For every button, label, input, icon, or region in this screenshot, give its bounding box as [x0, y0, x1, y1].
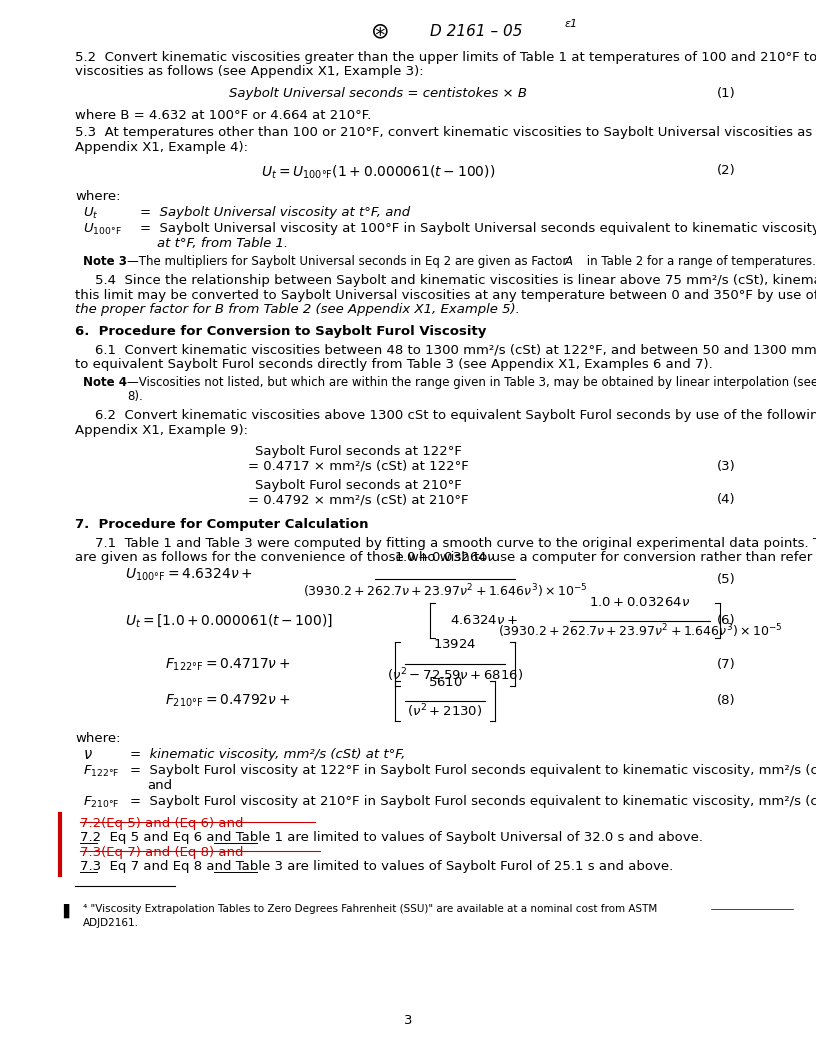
Text: in Table 2 for a range of temperatures.: in Table 2 for a range of temperatures.: [583, 256, 816, 268]
Text: Saybolt Furol seconds at 210°F: Saybolt Furol seconds at 210°F: [255, 478, 461, 492]
Text: $U_t = [1.0 + 0.000061(t - 100)]$: $U_t = [1.0 + 0.000061(t - 100)]$: [125, 612, 333, 629]
Text: Appendix X1, Example 9):: Appendix X1, Example 9):: [75, 423, 248, 436]
Text: 5.2  Convert kinematic viscosities greater than the upper limits of Table 1 at t: 5.2 Convert kinematic viscosities greate…: [75, 51, 816, 64]
Text: are given as follows for the convenience of those who wish to use a computer for: are given as follows for the convenience…: [75, 551, 816, 564]
Text: this limit may be converted to Saybolt Universal viscosities at any temperature : this limit may be converted to Saybolt U…: [75, 288, 816, 302]
Text: (6): (6): [717, 615, 736, 627]
Text: $F_{210°\mathrm{F}}$: $F_{210°\mathrm{F}}$: [83, 795, 120, 810]
Text: =  Saybolt Furol viscosity at 122°F in Saybolt Furol seconds equivalent to kinem: = Saybolt Furol viscosity at 122°F in Sa…: [130, 765, 816, 777]
Text: $4.6324\nu +$: $4.6324\nu +$: [450, 615, 518, 627]
Text: (8): (8): [717, 694, 736, 708]
Text: the proper factor for B from Table 2 (see Appendix X1, Example 5).: the proper factor for B from Table 2 (se…: [75, 303, 520, 317]
Text: Saybolt Universal seconds = centistokes × B: Saybolt Universal seconds = centistokes …: [229, 88, 527, 100]
Text: 5.4  Since the relationship between Saybolt and kinematic viscosities is linear : 5.4 Since the relationship between Saybo…: [95, 275, 816, 287]
Text: 5.3  At temperatures other than 100 or 210°F, convert kinematic viscosities to S: 5.3 At temperatures other than 100 or 21…: [75, 127, 816, 139]
Text: where:: where:: [75, 733, 121, 746]
Text: ⊛: ⊛: [370, 21, 389, 41]
Text: $F_{122°\mathrm{F}} = 0.4717\nu +$: $F_{122°\mathrm{F}} = 0.4717\nu +$: [165, 656, 290, 673]
Text: $U_t = U_{100°\mathrm{F}}(1 + 0.000061(t - 100))$: $U_t = U_{100°\mathrm{F}}(1 + 0.000061(t…: [261, 164, 495, 182]
Text: A: A: [565, 256, 573, 268]
Text: where B = 4.632 at 100°F or 4.664 at 210°F.: where B = 4.632 at 100°F or 4.664 at 210…: [75, 109, 371, 122]
Text: 6.1  Convert kinematic viscosities between 48 to 1300 mm²/s (cSt) at 122°F, and : 6.1 Convert kinematic viscosities betwee…: [95, 344, 816, 357]
Text: $1.0 + 0.03264\nu$: $1.0 + 0.03264\nu$: [589, 596, 690, 609]
Text: (7): (7): [717, 658, 736, 671]
Text: $F_{122°\mathrm{F}}$: $F_{122°\mathrm{F}}$: [83, 765, 120, 779]
Text: $U_{100°\mathrm{F}} = 4.6324\nu +$: $U_{100°\mathrm{F}} = 4.6324\nu +$: [125, 566, 253, 583]
Text: —The multipliers for Saybolt Universal seconds in Eq 2 are given as Factor: —The multipliers for Saybolt Universal s…: [127, 256, 571, 268]
Text: 7.2(Eq 5) and (Eq 6) and: 7.2(Eq 5) and (Eq 6) and: [80, 816, 243, 830]
Text: =  Saybolt Universal viscosity at 100°F in Saybolt Universal seconds equivalent : = Saybolt Universal viscosity at 100°F i…: [140, 222, 816, 235]
Text: $(\nu^2 - 72.59\nu + 6816)$: $(\nu^2 - 72.59\nu + 6816)$: [387, 666, 523, 684]
Text: 7.3  Eq 7 and Eq 8 and Table 3 are limited to values of Saybolt Furol of 25.1 s : 7.3 Eq 7 and Eq 8 and Table 3 are limite…: [80, 860, 673, 873]
Text: $1.0 + 0.03264\nu$: $1.0 + 0.03264\nu$: [394, 551, 495, 565]
Text: (2): (2): [717, 164, 736, 177]
Text: 3: 3: [404, 1015, 412, 1027]
Text: 8).: 8).: [127, 391, 143, 403]
Text: 6.2  Convert kinematic viscosities above 1300 cSt to equivalent Saybolt Furol se: 6.2 Convert kinematic viscosities above …: [95, 409, 816, 422]
Text: ε1: ε1: [565, 19, 578, 29]
Text: $(3930.2 + 262.7\nu + 23.97\nu^2 + 1.646\nu^3) \times 10^{-5}$: $(3930.2 + 262.7\nu + 23.97\nu^2 + 1.646…: [498, 623, 783, 640]
Text: Note 3: Note 3: [83, 256, 126, 268]
Text: 7.1  Table 1 and Table 3 were computed by fitting a smooth curve to the original: 7.1 Table 1 and Table 3 were computed by…: [95, 536, 816, 550]
Text: D 2161 – 05: D 2161 – 05: [430, 23, 522, 38]
Text: and: and: [147, 779, 172, 792]
Text: $5610$: $5610$: [428, 676, 463, 689]
Text: $\nu$: $\nu$: [83, 749, 93, 762]
Text: 7.3(Eq 7) and (Eq 8) and: 7.3(Eq 7) and (Eq 8) and: [80, 846, 243, 859]
Text: $F_{210°\mathrm{F}} = 0.4792\nu +$: $F_{210°\mathrm{F}} = 0.4792\nu +$: [165, 693, 290, 709]
Text: =  kinematic viscosity, mm²/s (cSt) at t°F,: = kinematic viscosity, mm²/s (cSt) at t°…: [130, 749, 406, 761]
Text: $(\nu^2 + 2130)$: $(\nu^2 + 2130)$: [407, 702, 483, 720]
Text: Saybolt Furol seconds at 122°F: Saybolt Furol seconds at 122°F: [255, 446, 461, 458]
Text: 7.2  Eq 5 and Eq 6 and Table 1 are limited to values of Saybolt Universal of 32.: 7.2 Eq 5 and Eq 6 and Table 1 are limite…: [80, 831, 703, 844]
Text: at t°F, from Table 1.: at t°F, from Table 1.: [157, 237, 288, 249]
Text: $U_t$: $U_t$: [83, 206, 99, 222]
Text: to equivalent Saybolt Furol seconds directly from Table 3 (see Appendix X1, Exam: to equivalent Saybolt Furol seconds dire…: [75, 358, 712, 372]
Text: $13924$: $13924$: [433, 638, 477, 652]
Text: Appendix X1, Example 4):: Appendix X1, Example 4):: [75, 140, 248, 154]
Text: (5): (5): [717, 573, 736, 586]
Text: Note 4: Note 4: [83, 376, 127, 389]
Text: ⁴ "Viscosity Extrapolation Tables to Zero Degrees Fahrenheit (SSU)" are availabl: ⁴ "Viscosity Extrapolation Tables to Zer…: [83, 904, 660, 913]
Text: viscosities as follows (see Appendix X1, Example 3):: viscosities as follows (see Appendix X1,…: [75, 65, 424, 78]
Text: —Viscosities not listed, but which are within the range given in Table 3, may be: —Viscosities not listed, but which are w…: [127, 376, 816, 389]
Text: $U_{100°\mathrm{F}}$: $U_{100°\mathrm{F}}$: [83, 222, 122, 238]
Text: = 0.4717 × mm²/s (cSt) at 122°F: = 0.4717 × mm²/s (cSt) at 122°F: [247, 460, 468, 473]
Text: 6.  Procedure for Conversion to Saybolt Furol Viscosity: 6. Procedure for Conversion to Saybolt F…: [75, 325, 486, 338]
Text: ▌: ▌: [63, 904, 73, 918]
Text: $(3930.2 + 262.7\nu + 23.97\nu^2 + 1.646\nu^3) \times 10^{-5}$: $(3930.2 + 262.7\nu + 23.97\nu^2 + 1.646…: [303, 583, 588, 600]
Text: ADJD2161.: ADJD2161.: [83, 918, 139, 928]
Text: 7.  Procedure for Computer Calculation: 7. Procedure for Computer Calculation: [75, 517, 369, 531]
Text: where:: where:: [75, 190, 121, 203]
Text: = 0.4792 × mm²/s (cSt) at 210°F: = 0.4792 × mm²/s (cSt) at 210°F: [248, 493, 468, 506]
Text: =  Saybolt Furol viscosity at 210°F in Saybolt Furol seconds equivalent to kinem: = Saybolt Furol viscosity at 210°F in Sa…: [130, 795, 816, 808]
Text: (4): (4): [717, 493, 736, 506]
Text: (1): (1): [717, 88, 736, 100]
Text: (3): (3): [717, 460, 736, 473]
Text: =  Saybolt Universal viscosity at t°F, and: = Saybolt Universal viscosity at t°F, an…: [140, 206, 410, 220]
